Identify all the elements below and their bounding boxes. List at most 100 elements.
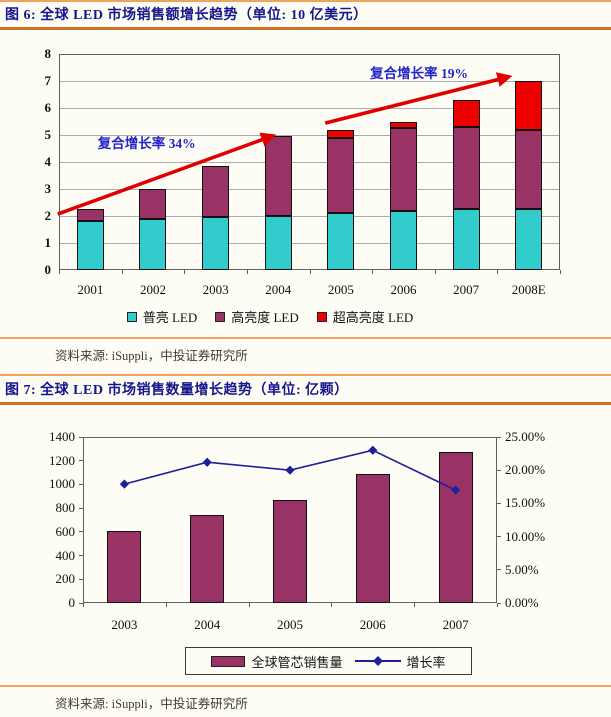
fig6-bar-segment-2007 <box>452 209 480 270</box>
fig6-bar-segment-2006 <box>389 121 417 129</box>
fig7-left-tick-label-600: 600 <box>55 523 76 539</box>
fig7-right-tickmark <box>497 469 501 471</box>
fig6-bar-segment-2006 <box>389 210 417 270</box>
fig7-bar-2004 <box>190 515 225 603</box>
fig6-bar-segment-2003 <box>202 166 230 218</box>
fig6-ytick-label-6: 6 <box>44 100 52 115</box>
figure7-title-rule <box>0 402 611 405</box>
fig6-growth-arrow-1 <box>324 72 513 125</box>
fig7-bar-2007 <box>438 452 473 603</box>
fig7-bar-2006 <box>355 473 390 603</box>
fig6-xlabel-2007: 2007 <box>453 282 480 297</box>
fig6-ytick-label-4: 4 <box>44 154 52 169</box>
fig6-bar-segment-2004 <box>264 136 292 216</box>
fig7-left-tickmark <box>79 460 83 462</box>
fig7-bar-2003 <box>107 530 142 603</box>
fig6-ytick-label-1: 1 <box>44 235 52 250</box>
fig7-x-tickmark <box>248 603 250 607</box>
fig6-bar-segment-2005 <box>327 129 355 138</box>
fig6-bar-segment-2001 <box>76 209 104 222</box>
figure7-title: 图 7: 全球 LED 市场销售数量增长趋势（单位: 亿颗） <box>5 383 349 398</box>
fig7-right-tick-label-15.00%: 15.00% <box>505 495 546 511</box>
fig6-xlabel-2001: 2001 <box>77 282 104 297</box>
fig6-bar-segment-2008E <box>515 209 543 270</box>
fig6-bar-segment-2007 <box>452 126 480 210</box>
fig6-bar-segment-2007 <box>452 99 480 127</box>
fig7-xlabel-2005: 2005 <box>276 617 303 632</box>
divider-rule-1 <box>0 337 611 339</box>
fig7-left-tickmark <box>79 602 83 604</box>
fig6-bar-segment-2004 <box>264 216 292 270</box>
fig7-plot-frame <box>83 437 497 603</box>
fig7-diamond-marker-2006 <box>368 445 378 455</box>
fig6-bar-segment-2001 <box>76 221 104 270</box>
fig6-bar-segment-2006 <box>389 128 417 211</box>
fig7-right-tick-label-0.00%: 0.00% <box>505 595 539 610</box>
fig6-ytick-label-7: 7 <box>44 73 52 88</box>
fig6-bar-segment-2005 <box>327 213 355 270</box>
fig6-x-tickmark <box>309 270 311 274</box>
fig6-bar-segment-2005 <box>327 137 355 214</box>
fig7-x-tickmark <box>331 603 333 607</box>
fig6-ytick-label-2: 2 <box>44 208 52 223</box>
fig7-diamond-marker-2004 <box>202 457 212 467</box>
fig7-right-tick-label-20.00%: 20.00% <box>505 462 546 478</box>
ultra-high-brightness-led-swatch <box>316 311 327 322</box>
fig7-diamond-marker-2005 <box>285 465 295 475</box>
legend-item-growth-rate: 增长率 <box>354 652 446 671</box>
fig7-left-tick-label-1000: 1000 <box>49 476 75 492</box>
fig6-ytick-label-5: 5 <box>44 127 52 142</box>
fig6-gridline-6 <box>59 107 560 109</box>
fig6-bar-segment-2008E <box>515 81 543 130</box>
fig7-left-tick-label-1400: 1400 <box>49 429 75 444</box>
die-sales-label: 全球管芯销售量 <box>251 654 343 670</box>
high-brightness-led-swatch <box>215 311 226 322</box>
fig7-xlabel-2004: 2004 <box>194 617 221 632</box>
fig6-bar-segment-2002 <box>139 218 167 270</box>
fig7-right-tickmark <box>497 502 501 504</box>
divider-rule-2 <box>0 374 611 376</box>
fig7-left-tickmark <box>79 436 83 438</box>
legend-item-die-sales: 全球管芯销售量 <box>211 652 343 671</box>
growth-rate-line-sample <box>354 660 401 662</box>
figure6-source: 资料来源: iSuppli，中投证券研究所 <box>55 349 248 363</box>
figure7-legend: 全球管芯销售量 增长率 <box>185 647 472 675</box>
fig7-left-tick-label-800: 800 <box>55 500 76 516</box>
fig7-left-tickmark <box>79 578 83 580</box>
fig7-diamond-marker-2007 <box>451 485 461 495</box>
fig7-growth-rate-line <box>124 449 456 491</box>
fig6-xlabel-2004: 2004 <box>265 282 292 297</box>
fig7-right-tick-label-5.00%: 5.00% <box>505 561 539 577</box>
fig7-xlabel-2007: 2007 <box>442 617 469 632</box>
legend-item-ordinary-led: 普亮 LED <box>126 307 198 326</box>
legend-item-high-brightness-led: 高亮度 LED <box>215 307 299 326</box>
fig6-gridline-7 <box>59 80 560 82</box>
growth-rate-label: 增长率 <box>406 654 446 670</box>
fig6-bar-segment-2008E <box>515 129 543 210</box>
fig6-x-tickmark <box>372 270 374 274</box>
fig6-xlabel-2006: 2006 <box>390 282 417 297</box>
fig6-gridline-3 <box>59 188 560 190</box>
fig6-x-tickmark <box>121 270 123 274</box>
fig7-x-tickmark <box>165 603 167 607</box>
fig7-left-tickmark <box>79 507 83 509</box>
fig7-x-tickmark <box>83 603 84 607</box>
top-rule <box>0 0 611 2</box>
fig7-left-tickmark <box>79 531 83 533</box>
fig7-left-tick-label-0: 0 <box>68 595 76 610</box>
fig7-x-tickmark <box>414 603 416 607</box>
fig6-x-tickmark <box>560 270 561 274</box>
fig7-right-tick-label-25.00%: 25.00% <box>505 429 546 444</box>
fig6-x-tickmark <box>497 270 499 274</box>
cagr-34-annotation: 复合增长率 34% <box>97 135 196 151</box>
fig7-diamond-marker-2003 <box>119 479 129 489</box>
fig6-xlabel-2002: 2002 <box>139 282 166 297</box>
fig7-xlabel-2003: 2003 <box>111 617 138 632</box>
ordinary-led-label: 普亮 LED <box>142 310 198 325</box>
fig6-xlabel-2003: 2003 <box>202 282 229 297</box>
fig6-x-tickmark <box>184 270 186 274</box>
fig6-plot-frame <box>59 54 560 270</box>
fig7-left-tick-label-400: 400 <box>55 547 76 563</box>
high-brightness-led-label: 高亮度 LED <box>231 310 299 325</box>
fig7-left-tick-label-200: 200 <box>55 571 76 587</box>
